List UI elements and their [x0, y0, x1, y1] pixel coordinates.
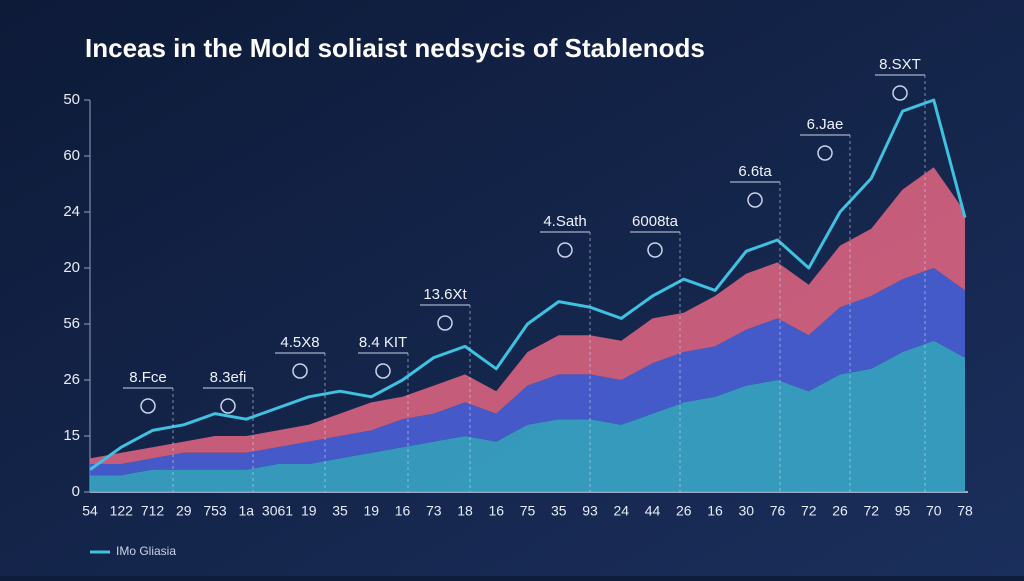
x-tick-label: 16	[707, 503, 723, 519]
annotation-icon	[140, 398, 156, 414]
x-tick-label: 29	[176, 503, 192, 519]
x-tick-label: 70	[926, 503, 942, 519]
annotation: 13.6Xt	[423, 286, 467, 303]
x-tick-label: 73	[426, 503, 442, 519]
chart-title: Inceas in the Mold soliaist nedsycis of …	[85, 33, 705, 63]
y-tick-label: 15	[63, 427, 80, 444]
x-tick-label: 122	[110, 503, 134, 519]
y-tick-label: 0	[72, 483, 80, 500]
x-tick-label: 76	[770, 503, 786, 519]
annotation: 6.Jae	[807, 116, 844, 133]
x-tick-label: 72	[863, 503, 879, 519]
x-tick-label: 24	[613, 503, 629, 519]
annotation-icon	[557, 242, 573, 258]
x-tick-label: 3061	[262, 503, 293, 519]
x-tick-label: 712	[141, 503, 165, 519]
annotation-icon	[892, 85, 908, 101]
y-tick-label: 50	[63, 91, 80, 108]
x-tick-label: 30	[738, 503, 754, 519]
annotation-icon	[292, 363, 308, 379]
annotation: 8.4 KIT	[359, 334, 407, 351]
area	[90, 268, 965, 476]
annotation: 4.5X8	[280, 334, 319, 351]
annotation-icon	[647, 242, 663, 258]
y-tick-label: 60	[63, 147, 80, 164]
annotation-icon	[437, 315, 453, 331]
x-tick-label: 26	[676, 503, 692, 519]
x-tick-label: 78	[957, 503, 973, 519]
x-tick-label: 19	[363, 503, 379, 519]
annotation-icon	[747, 192, 763, 208]
y-tick-label: 26	[63, 371, 80, 388]
x-tick-label: 16	[488, 503, 504, 519]
y-tick-label: 20	[63, 259, 80, 276]
x-tick-label: 54	[82, 503, 98, 519]
x-tick-label: 19	[301, 503, 317, 519]
x-tick-label: 35	[332, 503, 348, 519]
y-tick-label: 24	[63, 203, 80, 220]
x-tick-label: 753	[203, 503, 227, 519]
y-tick-label: 56	[63, 315, 80, 332]
annotation: 8.Fce	[129, 369, 167, 386]
x-tick-label: 18	[457, 503, 473, 519]
x-tick-label: 44	[645, 503, 661, 519]
annotation: 8.SXT	[879, 56, 921, 73]
area	[90, 340, 965, 492]
annotation: 8.3efi	[210, 369, 247, 386]
x-tick-label: 1a	[238, 503, 254, 519]
x-tick-label: 95	[895, 503, 911, 519]
area	[90, 167, 965, 464]
x-tick-label: 16	[395, 503, 411, 519]
x-tick-label: 35	[551, 503, 567, 519]
annotation-icon	[220, 398, 236, 414]
x-tick-label: 72	[801, 503, 817, 519]
annotation-icon	[817, 145, 833, 161]
legend-label: IMo Gliasia	[116, 544, 176, 558]
x-tick-label: 26	[832, 503, 848, 519]
annotation: 6.6ta	[738, 163, 772, 180]
annotation: 6008ta	[632, 213, 679, 230]
x-tick-label: 75	[520, 503, 536, 519]
annotation-icon	[375, 363, 391, 379]
line	[89, 98, 967, 471]
x-tick-label: 93	[582, 503, 598, 519]
annotation: 4.Sath	[543, 213, 586, 230]
